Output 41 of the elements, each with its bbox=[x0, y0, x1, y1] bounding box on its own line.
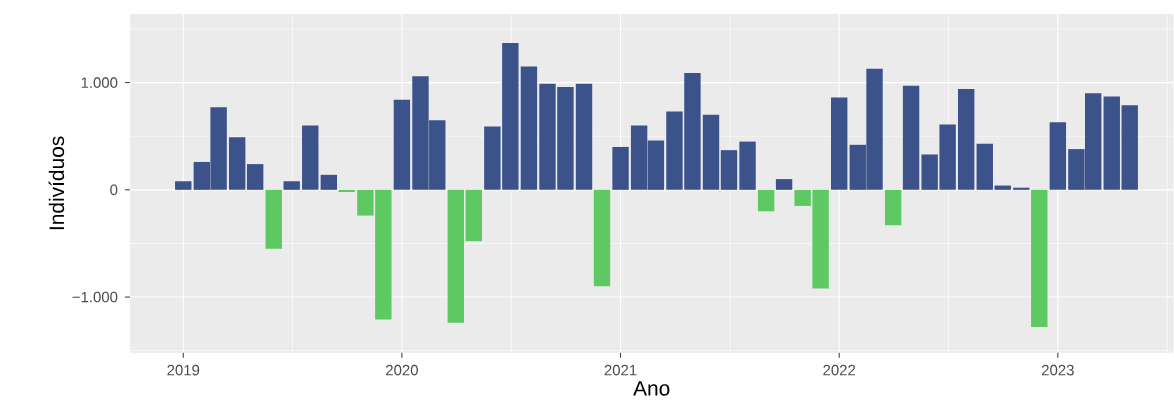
bar bbox=[228, 137, 246, 190]
bar bbox=[831, 97, 848, 190]
x-tick-label: 2022 bbox=[823, 364, 856, 376]
bar bbox=[1013, 187, 1030, 190]
bar bbox=[976, 143, 993, 190]
bar bbox=[702, 114, 720, 190]
bar bbox=[884, 189, 902, 226]
bar bbox=[393, 99, 411, 190]
y-tick-label: −1.000 bbox=[72, 291, 118, 303]
bar bbox=[246, 164, 264, 190]
bar bbox=[775, 179, 793, 190]
bar bbox=[520, 66, 538, 190]
bar bbox=[575, 83, 593, 190]
x-tick-label: 2020 bbox=[386, 364, 418, 376]
bar bbox=[739, 141, 756, 190]
bar bbox=[612, 147, 629, 190]
bar bbox=[1031, 189, 1048, 328]
bar bbox=[1049, 122, 1067, 190]
y-tick-label: 0 bbox=[110, 184, 118, 196]
bar bbox=[1103, 96, 1120, 190]
bar bbox=[320, 174, 338, 190]
y-tick-label: 1.000 bbox=[81, 77, 118, 88]
x-axis-title: Ano bbox=[633, 381, 670, 396]
bar bbox=[338, 189, 355, 193]
bar bbox=[902, 85, 920, 190]
x-tick-label: 2021 bbox=[604, 364, 637, 376]
bar bbox=[593, 189, 611, 287]
y-axis-title: Indivíduos bbox=[48, 136, 65, 230]
bar bbox=[175, 181, 192, 190]
x-tick-label: 2023 bbox=[1041, 364, 1074, 376]
bar bbox=[465, 189, 482, 242]
bar bbox=[265, 189, 282, 249]
bar bbox=[957, 89, 975, 190]
bar bbox=[757, 189, 775, 212]
bar bbox=[302, 125, 319, 190]
bar bbox=[1121, 105, 1138, 190]
bar bbox=[283, 181, 300, 190]
bar bbox=[720, 150, 738, 190]
x-tick-label: 2019 bbox=[167, 364, 200, 376]
bar bbox=[994, 185, 1011, 190]
bar bbox=[447, 189, 465, 323]
